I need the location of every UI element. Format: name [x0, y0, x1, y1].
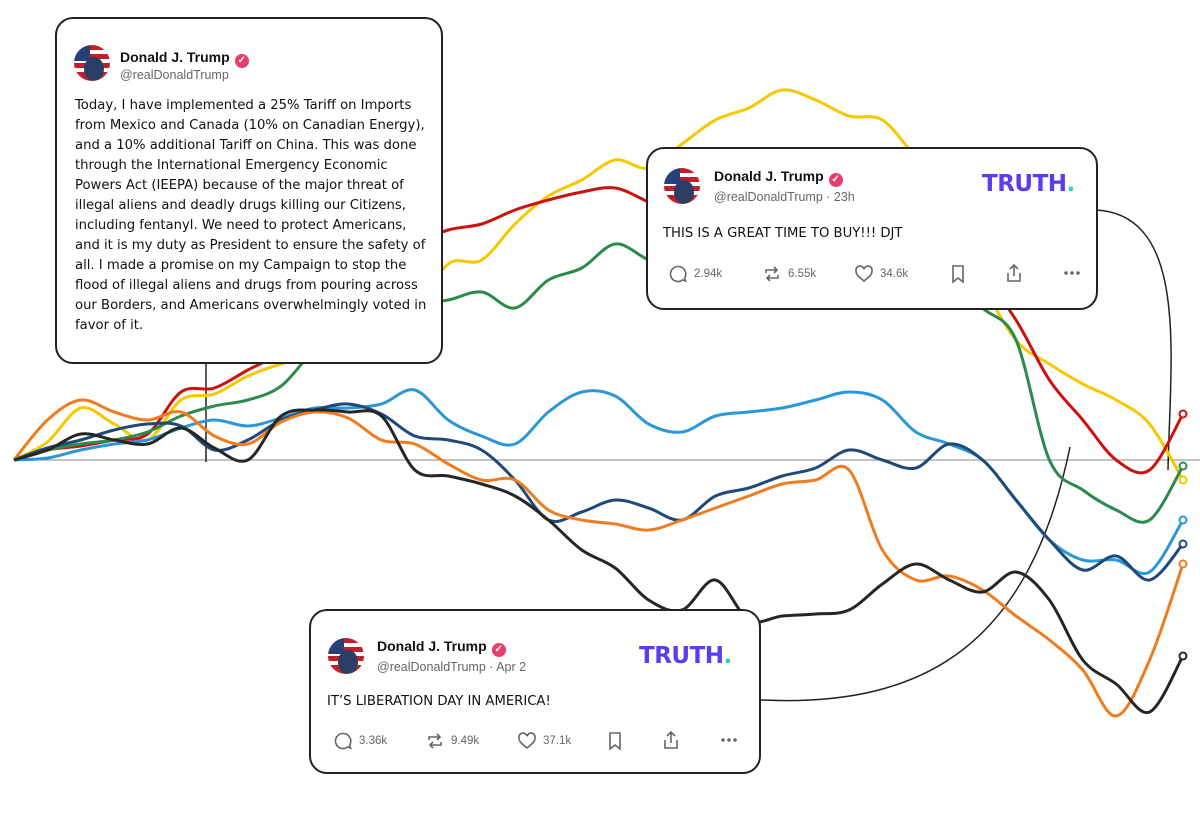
series-end-marker-green: [1178, 461, 1188, 471]
truth-social-logo: TRUTH.: [639, 643, 732, 669]
like-count: 34.6k: [880, 268, 909, 280]
share-icon[interactable]: [661, 730, 681, 750]
author-name: Donald J. Trump ✓: [377, 638, 506, 657]
retruth-count: 6.55k: [788, 268, 817, 280]
bookmark-icon[interactable]: [605, 731, 625, 751]
post-text: Today, I have implemented a 25% Tariff o…: [75, 98, 427, 333]
post-actions: 3.36k 9.49k 37.1k: [333, 730, 753, 752]
series-end-marker-red: [1178, 409, 1188, 419]
author-name: Donald J. Trump ✓: [714, 168, 843, 187]
retruth-button[interactable]: 6.55k: [762, 264, 816, 284]
series-end-marker-orange: [1178, 559, 1188, 569]
post-text: THIS IS A GREAT TIME TO BUY!!! DJT: [663, 226, 903, 241]
heart-icon: [518, 732, 536, 750]
series-end-marker-black: [1178, 651, 1188, 661]
retruth-button[interactable]: 9.49k: [425, 731, 479, 751]
verified-badge-icon: ✓: [828, 173, 843, 187]
author-name: Donald J. Trump ✓: [120, 49, 249, 68]
retruth-icon: [765, 266, 779, 282]
bookmark-icon[interactable]: [948, 264, 968, 284]
reply-icon: [334, 732, 352, 750]
series-line-navy: [13, 402, 1185, 582]
reply-icon: [669, 265, 687, 283]
more-options-icon[interactable]: [1062, 263, 1082, 283]
liberation-day-post-card: Donald J. Trump ✓ @realDonaldTrump · Apr …: [309, 609, 761, 774]
series-end-marker-yellow: [1178, 475, 1188, 485]
connector-liberation-post: [760, 446, 1071, 702]
like-button[interactable]: 37.1k: [517, 731, 571, 751]
reply-count: 2.94k: [694, 268, 723, 280]
series-end-marker-navy: [1178, 539, 1188, 549]
reply-button[interactable]: 3.36k: [333, 731, 387, 751]
buy-post-card: Donald J. Trump ✓ @realDonaldTrump · 23h …: [646, 147, 1098, 310]
series-line-orange: [12, 398, 1185, 718]
truth-social-logo: TRUTH.: [982, 171, 1075, 197]
author-handle: @realDonaldTrump · 23h: [714, 190, 855, 204]
avatar: [74, 45, 110, 81]
reply-count: 3.36k: [359, 735, 388, 747]
post-actions: 2.94k 6.55k 34.6k: [668, 263, 1088, 285]
more-options-icon[interactable]: [719, 730, 739, 750]
like-button[interactable]: 34.6k: [854, 264, 908, 284]
series-end-marker-blue: [1178, 515, 1188, 525]
post-text: IT’S LIBERATION DAY IN AMERICA!: [327, 694, 551, 709]
retruth-icon: [428, 733, 442, 749]
verified-badge-icon: ✓: [491, 643, 506, 657]
series-line-green: [13, 241, 1185, 524]
author-handle: @realDonaldTrump: [120, 68, 229, 82]
avatar: [328, 638, 364, 674]
reply-button[interactable]: 2.94k: [668, 264, 722, 284]
author-handle: @realDonaldTrump · Apr 2: [377, 660, 527, 674]
verified-badge-icon: ✓: [234, 54, 249, 68]
tariff-tweet-card: Donald J. Trump ✓ @realDonaldTrump Today,…: [55, 17, 443, 364]
share-icon[interactable]: [1004, 263, 1024, 283]
retruth-count: 9.49k: [451, 735, 480, 747]
like-count: 37.1k: [543, 735, 572, 747]
avatar: [664, 168, 700, 204]
heart-icon: [855, 265, 873, 283]
connector-buy-post: [1095, 209, 1172, 471]
series-line-black: [13, 408, 1185, 714]
